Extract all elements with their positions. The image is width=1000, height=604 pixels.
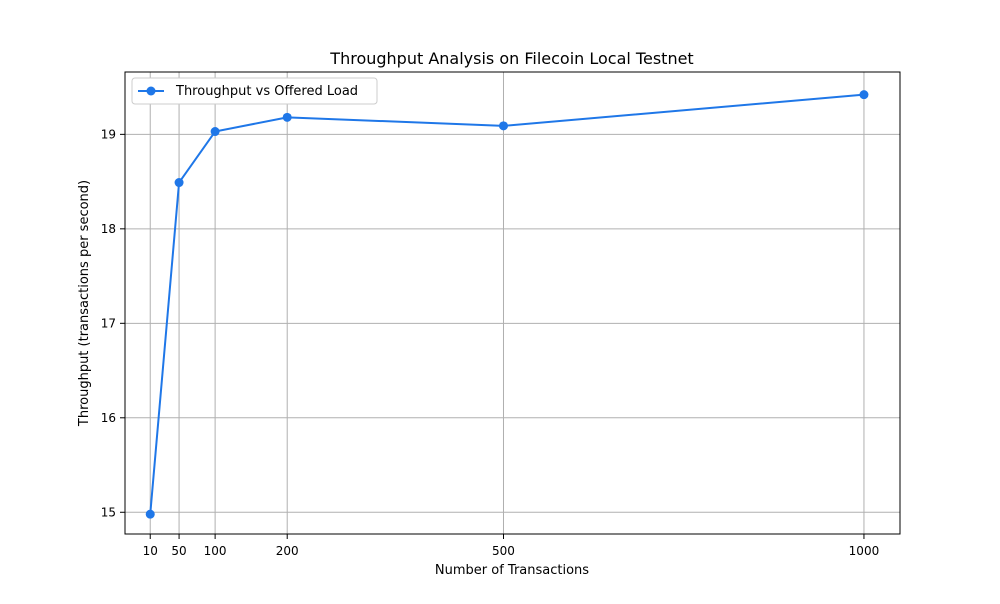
legend-series-label: Throughput vs Offered Load xyxy=(175,84,358,99)
legend-series-marker xyxy=(146,86,156,96)
series-layer xyxy=(145,90,869,519)
series-line xyxy=(149,93,865,515)
tick-layer: 10 50 100 200 500 1000 15 16 17 18 19 xyxy=(101,127,880,558)
data-point xyxy=(498,121,508,131)
y-tick-label: 19 xyxy=(101,127,116,141)
y-tick-label: 17 xyxy=(101,316,116,330)
x-tick-label: 100 xyxy=(204,544,227,558)
x-tick-label: 1000 xyxy=(849,544,880,558)
grid-layer xyxy=(125,72,900,534)
data-point xyxy=(145,509,155,519)
y-tick-label: 15 xyxy=(101,505,116,519)
chart-title: Throughput Analysis on Filecoin Local Te… xyxy=(329,49,693,68)
plot-frame xyxy=(124,71,901,535)
x-tick-label: 50 xyxy=(171,544,186,558)
data-point xyxy=(174,178,184,188)
x-tick-label: 200 xyxy=(276,544,299,558)
legend: Throughput vs Offered Load xyxy=(131,77,378,105)
x-axis-label: Number of Transactions xyxy=(435,563,589,578)
legend-box xyxy=(131,77,378,105)
x-tick-label: 500 xyxy=(492,544,515,558)
y-tick-label: 16 xyxy=(101,411,116,425)
y-axis-label: Throughput (transactions per second) xyxy=(77,180,92,427)
y-tick-label: 18 xyxy=(101,222,116,236)
data-point xyxy=(210,127,220,137)
data-point xyxy=(859,90,869,100)
x-tick-label: 10 xyxy=(143,544,158,558)
data-point xyxy=(282,112,292,122)
